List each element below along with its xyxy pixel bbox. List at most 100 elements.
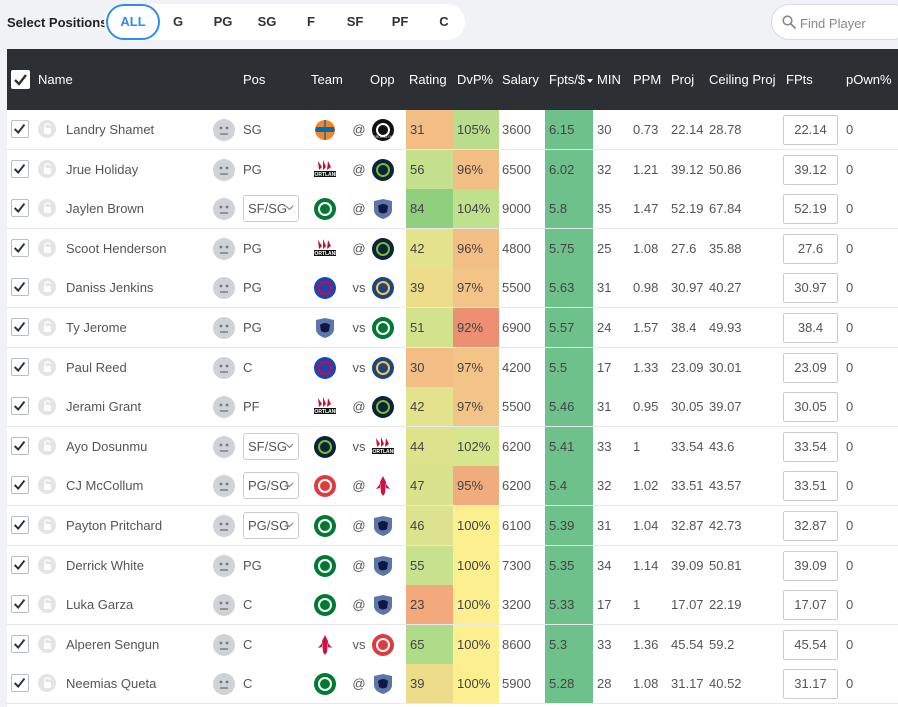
lock-toggle[interactable] xyxy=(38,436,56,455)
fpts-input[interactable]: 17.07 xyxy=(783,590,838,621)
column-header-team[interactable]: Team xyxy=(311,72,343,87)
row-checkbox[interactable] xyxy=(11,634,29,653)
lock-toggle[interactable] xyxy=(38,199,56,218)
player-name[interactable]: Daniss Jenkins xyxy=(66,280,154,296)
column-header-name[interactable]: Name xyxy=(38,72,73,87)
lock-toggle[interactable] xyxy=(38,674,56,693)
neutral-face-icon[interactable] xyxy=(213,594,235,617)
column-header-fpts[interactable]: FPts xyxy=(786,72,813,87)
position-button-pf[interactable]: PF xyxy=(391,14,409,29)
position-select[interactable]: PG/SG xyxy=(243,472,299,500)
player-name[interactable]: Jrue Holiday xyxy=(66,161,139,177)
row-checkbox[interactable] xyxy=(11,357,29,376)
lock-toggle[interactable] xyxy=(38,634,56,653)
player-row[interactable]: Daniss Jenkins PG vs 39 97% 5500 5.63 31 0.98 30.… xyxy=(7,268,898,309)
row-checkbox[interactable] xyxy=(11,476,29,495)
position-button-f[interactable]: F xyxy=(307,14,315,29)
neutral-face-icon[interactable] xyxy=(213,237,235,260)
row-checkbox[interactable] xyxy=(11,436,29,455)
position-button-g[interactable]: G xyxy=(172,14,184,29)
fpts-input[interactable]: 33.54 xyxy=(783,431,838,462)
player-name[interactable]: Alperen Sengun xyxy=(66,636,160,652)
lock-toggle[interactable] xyxy=(38,120,56,138)
row-checkbox[interactable] xyxy=(11,555,29,574)
player-name[interactable]: Paul Reed xyxy=(66,359,127,375)
player-row[interactable]: Payton Pritchard PG/SG @46 100% 6100 5.39 31 1.… xyxy=(7,506,898,546)
find-player-input[interactable] xyxy=(800,13,898,33)
lock-toggle[interactable] xyxy=(38,318,56,336)
row-checkbox[interactable] xyxy=(11,318,29,336)
row-checkbox[interactable] xyxy=(11,120,29,138)
position-button-sf[interactable]: SF xyxy=(346,14,364,29)
lock-toggle[interactable] xyxy=(38,595,56,614)
column-header-opp[interactable]: Opp xyxy=(370,72,395,87)
player-name[interactable]: Scoot Henderson xyxy=(66,240,167,256)
column-header-ppm[interactable]: PPM xyxy=(633,72,662,87)
neutral-face-icon[interactable] xyxy=(213,475,235,498)
neutral-face-icon[interactable] xyxy=(213,158,235,181)
row-checkbox[interactable] xyxy=(11,516,29,534)
fpts-input[interactable]: 32.87 xyxy=(783,511,838,541)
column-header-pos[interactable]: Pos xyxy=(243,72,266,87)
column-header-fpts-per-dollar[interactable]: Fpts/$ xyxy=(549,49,594,110)
fpts-input[interactable]: 31.17 xyxy=(783,669,838,700)
fpts-input[interactable]: 39.09 xyxy=(783,550,838,581)
player-name[interactable]: Ty Jerome xyxy=(66,320,127,335)
neutral-face-icon[interactable] xyxy=(213,356,235,379)
fpts-input[interactable]: 39.12 xyxy=(783,154,838,185)
player-name[interactable]: Luka Garza xyxy=(66,597,134,613)
column-header-ceiling-proj[interactable]: Ceiling Proj xyxy=(709,72,776,87)
player-row[interactable]: Landry Shamet SG @ BROOKLYN 31 105% 3600 6.15 30… xyxy=(7,110,898,150)
lock-toggle[interactable] xyxy=(38,238,56,257)
player-name[interactable]: Ayo Dosunmu xyxy=(66,438,148,454)
neutral-face-icon[interactable] xyxy=(213,119,235,141)
position-select[interactable]: SF/SG xyxy=(243,195,299,223)
lock-toggle[interactable] xyxy=(38,357,56,376)
position-select[interactable]: SF/SG xyxy=(243,432,299,460)
player-name[interactable]: CJ McCollum xyxy=(66,478,144,494)
player-name[interactable]: Neemias Queta xyxy=(66,676,157,692)
position-button-c[interactable]: C xyxy=(439,14,449,29)
lock-toggle[interactable] xyxy=(38,555,56,574)
player-name[interactable]: Derrick White xyxy=(66,557,145,573)
row-checkbox[interactable] xyxy=(11,278,29,297)
select-all-checkbox[interactable] xyxy=(11,70,30,89)
lock-toggle[interactable] xyxy=(38,159,56,178)
fpts-input[interactable]: 27.6 xyxy=(783,233,838,264)
fpts-input[interactable]: 22.14 xyxy=(783,115,838,145)
fpts-input[interactable]: 45.54 xyxy=(783,629,838,660)
player-row[interactable]: Neemias Queta C @39 100% 5900 5.28 28 1.08 31.17… xyxy=(7,664,898,705)
fpts-input[interactable]: 23.09 xyxy=(783,352,838,383)
lock-toggle[interactable] xyxy=(38,397,56,416)
lock-toggle[interactable] xyxy=(38,476,56,495)
column-header-proj[interactable]: Proj xyxy=(671,72,695,87)
fpts-input[interactable]: 30.97 xyxy=(783,273,838,304)
lock-toggle[interactable] xyxy=(38,278,56,297)
neutral-face-icon[interactable] xyxy=(213,554,235,577)
row-checkbox[interactable] xyxy=(11,674,29,693)
neutral-face-icon[interactable] xyxy=(213,198,235,221)
column-header-dvp[interactable]: DvP% xyxy=(457,72,494,87)
position-button-all[interactable]: ALL xyxy=(106,4,160,40)
position-button-sg[interactable]: SG xyxy=(257,14,277,29)
row-checkbox[interactable] xyxy=(11,397,29,416)
neutral-face-icon[interactable] xyxy=(213,396,235,419)
position-select[interactable]: PG/SG xyxy=(243,512,299,539)
lock-toggle[interactable] xyxy=(38,516,56,534)
player-name[interactable]: Jerami Grant xyxy=(66,399,142,415)
column-header-min[interactable]: MIN xyxy=(597,72,621,87)
neutral-face-icon[interactable] xyxy=(213,435,235,458)
fpts-input[interactable]: 38.4 xyxy=(783,313,838,343)
neutral-face-icon[interactable] xyxy=(213,515,235,537)
player-row[interactable]: Luka Garza C @23 100% 3200 5.33 17 1 17.07 22.19 1… xyxy=(7,585,898,626)
column-header-pown[interactable]: pOwn% xyxy=(846,72,892,87)
player-row[interactable]: Derrick White PG @55 100% 7300 5.35 34 1.14 39.0… xyxy=(7,545,898,586)
player-name[interactable]: Jaylen Brown xyxy=(66,201,145,217)
player-row[interactable]: CJ McCollum PG/SG @47 95% 6200 5.4 32 1.02 33.51… xyxy=(7,466,898,507)
row-checkbox[interactable] xyxy=(11,199,29,218)
fpts-input[interactable]: 33.51 xyxy=(783,471,838,502)
player-name[interactable]: Landry Shamet xyxy=(66,122,155,137)
